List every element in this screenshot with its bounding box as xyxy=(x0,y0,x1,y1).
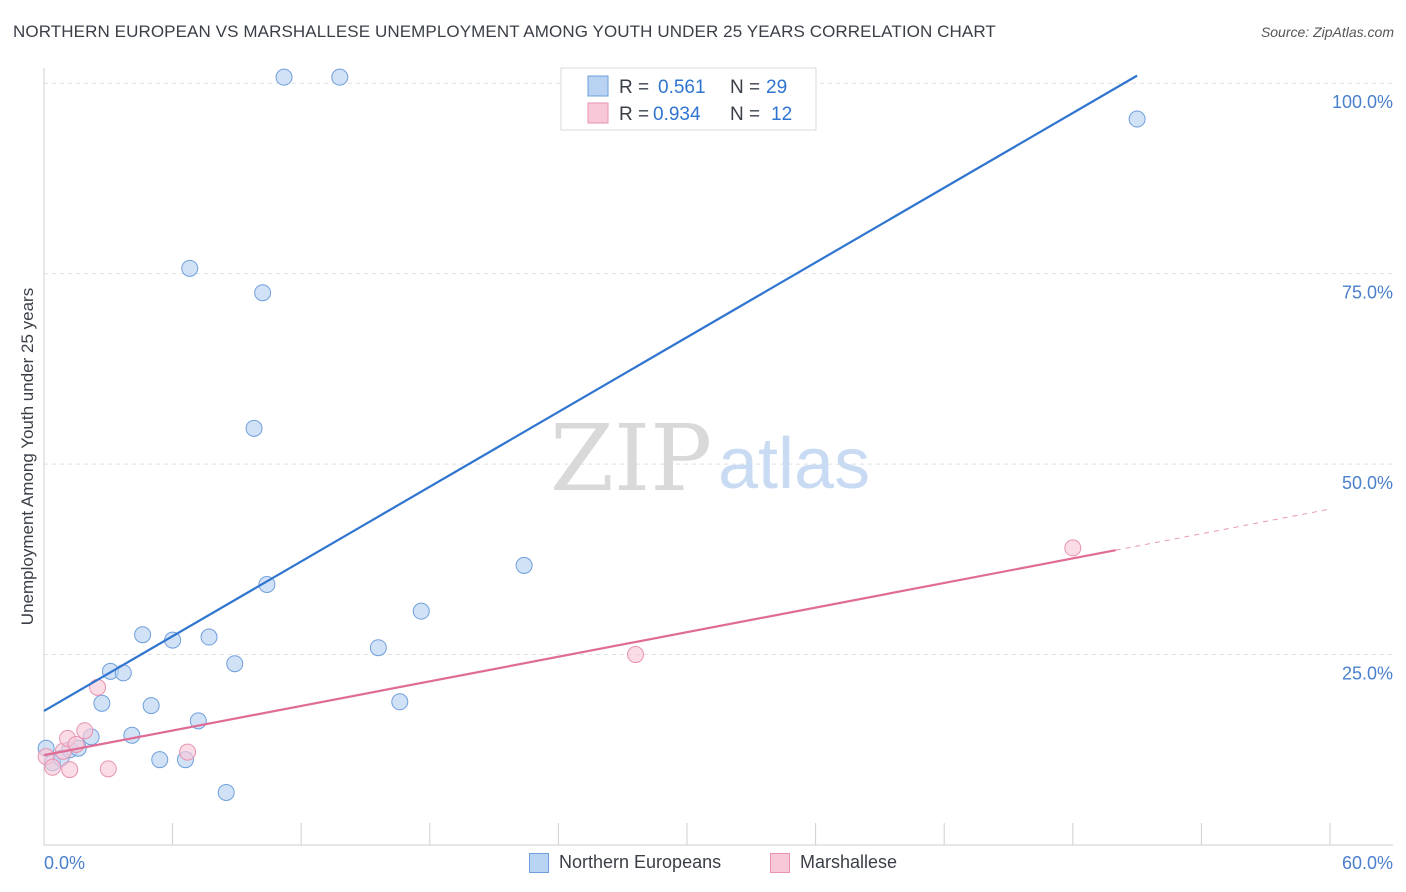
y-tick-label: 75.0% xyxy=(1342,283,1393,303)
trend-layer xyxy=(43,74,1331,757)
grid-layer xyxy=(44,82,1393,656)
pink-point xyxy=(627,646,645,664)
blue-point xyxy=(391,693,409,711)
bottom-legend-label: Northern Europeans xyxy=(559,852,722,872)
bottom-legend-swatch-blue xyxy=(529,852,549,873)
blue-point xyxy=(412,602,430,620)
x-tick-label: 0.0% xyxy=(44,853,85,873)
legend-r-label: R = xyxy=(619,104,649,125)
blue-point xyxy=(275,68,293,86)
blue-point xyxy=(217,783,235,801)
pink-point xyxy=(89,678,107,696)
y-tick-label: 50.0% xyxy=(1342,473,1393,493)
blue-point xyxy=(226,655,244,673)
blue-point xyxy=(331,68,349,86)
source-credit: Source: ZipAtlas.com xyxy=(1260,24,1394,40)
legend-r-label: R = xyxy=(619,77,649,98)
blue-point xyxy=(134,626,152,644)
legend-n-label: N = xyxy=(730,104,760,125)
bottom-legend-item-northern-europeans: Northern Europeans xyxy=(529,852,721,873)
legend-swatch-blue xyxy=(587,75,609,97)
bottom-legend-item-marshallese: Marshallese xyxy=(770,852,897,873)
legend-r-value: 0.561 xyxy=(658,77,706,98)
ticks-layer: 25.0% 50.0% 75.0% 100.0% 0.0% 60.0% xyxy=(44,92,1393,873)
legend-n-value: 12 xyxy=(771,104,792,125)
bottom-legend-swatch-pink xyxy=(770,852,790,873)
watermark-atlas: atlas xyxy=(718,424,870,504)
blue-trend-line xyxy=(43,74,1138,712)
legend-n-value: 29 xyxy=(766,77,787,98)
pink-point xyxy=(61,761,79,779)
blue-point xyxy=(254,284,272,302)
blue-point xyxy=(369,639,387,657)
bottom-legend: Northern Europeans Marshallese xyxy=(0,852,1406,878)
legend-r-value: 0.934 xyxy=(653,104,701,125)
y-tick-label: 25.0% xyxy=(1342,664,1393,684)
pink-point xyxy=(1064,539,1082,557)
bottom-legend-label: Marshallese xyxy=(800,852,898,872)
blue-point xyxy=(515,556,533,574)
pink-point xyxy=(76,722,94,740)
blue-point xyxy=(142,697,160,715)
points-layer xyxy=(37,68,1146,801)
x-tick-label: 60.0% xyxy=(1342,853,1393,873)
watermark-zip: ZIP xyxy=(550,405,712,512)
blue-point xyxy=(123,726,141,744)
axes-layer xyxy=(43,68,1393,846)
pink-trend-line xyxy=(43,549,1116,757)
pink-point xyxy=(44,758,62,776)
blue-point xyxy=(200,628,218,646)
y-axis-label: Unemployment Among Youth under 25 years xyxy=(18,288,37,625)
blue-point xyxy=(181,259,199,277)
y-tick-label: 100.0% xyxy=(1332,92,1393,112)
chart-title: NORTHERN EUROPEAN VS MARSHALLESE UNEMPLO… xyxy=(13,22,996,41)
blue-point xyxy=(151,751,169,769)
legend-swatch-pink xyxy=(587,102,609,124)
pink-point xyxy=(179,743,197,761)
blue-point xyxy=(93,694,111,712)
legend-n-label: N = xyxy=(730,77,760,98)
blue-point xyxy=(245,419,263,437)
pink-point xyxy=(99,760,117,778)
pink-trend-extension xyxy=(1115,508,1331,551)
blue-point xyxy=(258,575,276,593)
legend: R = 0.561 N = 29 R = 0.934 N = 12 xyxy=(560,67,817,131)
blue-point xyxy=(1128,110,1146,128)
